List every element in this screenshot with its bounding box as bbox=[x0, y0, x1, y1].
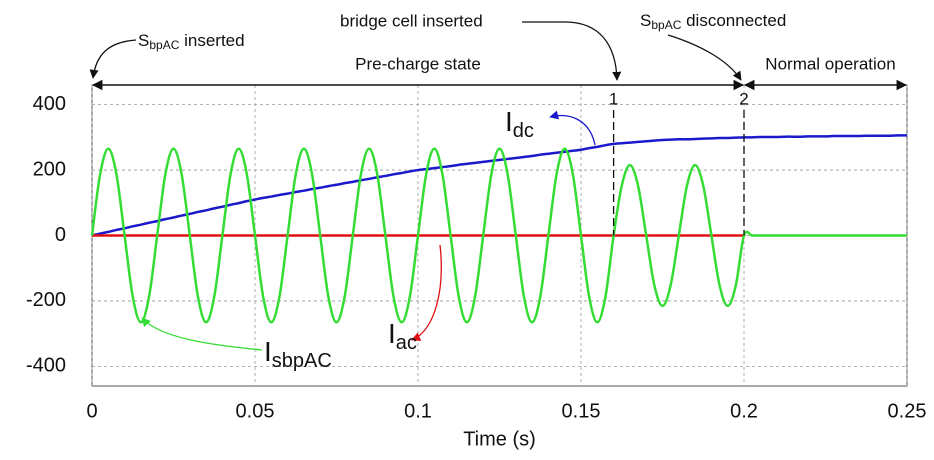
x-tick-label: 0 bbox=[86, 400, 97, 422]
annotation-arrow bbox=[411, 244, 442, 341]
annotation-text: S bbox=[138, 31, 149, 50]
series-label-main: I bbox=[505, 106, 513, 137]
annotation-arrow bbox=[89, 39, 137, 79]
annotation: bridge cell inserted bbox=[340, 11, 483, 30]
series-label: IsbpAC bbox=[264, 336, 332, 372]
annotations: SbpAC inserted bridge cell inserted SbpA… bbox=[89, 11, 908, 372]
y-tick-label: 200 bbox=[33, 158, 66, 180]
series-label-sub: dc bbox=[513, 120, 534, 142]
series-line bbox=[90, 147, 907, 324]
series-label-sub: sbpAC bbox=[272, 350, 332, 372]
x-tick-label: 0.05 bbox=[236, 400, 275, 422]
series-label-main: I bbox=[388, 318, 396, 349]
annotation-arrow bbox=[549, 110, 596, 146]
phase-label: Normal operation bbox=[765, 54, 895, 73]
series-label: Iac bbox=[388, 318, 417, 354]
y-tick-label: 0 bbox=[55, 224, 66, 246]
series-label-sub: ac bbox=[396, 332, 417, 354]
y-tick-label: -400 bbox=[26, 355, 66, 377]
annotation-rest: disconnected bbox=[681, 11, 786, 30]
annotation-arrow bbox=[141, 317, 263, 351]
annotation: SbpAC inserted bbox=[138, 31, 245, 52]
series-label: Idc bbox=[505, 106, 534, 142]
annotation-rest: inserted bbox=[179, 31, 244, 50]
x-tick-label: 0.15 bbox=[562, 400, 601, 422]
grid: 400 200 0 -200 -400 0 0.05 0.1 0.15 0.2 0.25 Time (… bbox=[26, 84, 927, 450]
annotation-text: S bbox=[640, 11, 651, 30]
annotation-arrow bbox=[667, 34, 742, 81]
series-line bbox=[91, 134, 908, 237]
annotation-sub: bpAC bbox=[651, 18, 681, 32]
x-tick-label: 0.2 bbox=[730, 400, 758, 422]
x-tick-label: 0.1 bbox=[404, 400, 432, 422]
annotation-arrow bbox=[522, 21, 622, 81]
plot-lines bbox=[90, 134, 908, 324]
y-tick-label: 400 bbox=[33, 93, 66, 115]
event-label: 2 bbox=[739, 89, 748, 108]
x-axis-label: Time (s) bbox=[463, 428, 536, 450]
annotation: SbpAC disconnected bbox=[640, 11, 786, 32]
series-label-main: I bbox=[264, 336, 272, 367]
annotation-sub: bpAC bbox=[149, 38, 179, 52]
phase-label: Pre-charge state bbox=[355, 54, 481, 73]
y-tick-label: -200 bbox=[26, 289, 66, 311]
event-label: 1 bbox=[609, 89, 618, 108]
x-tick-label: 0.25 bbox=[888, 400, 927, 422]
